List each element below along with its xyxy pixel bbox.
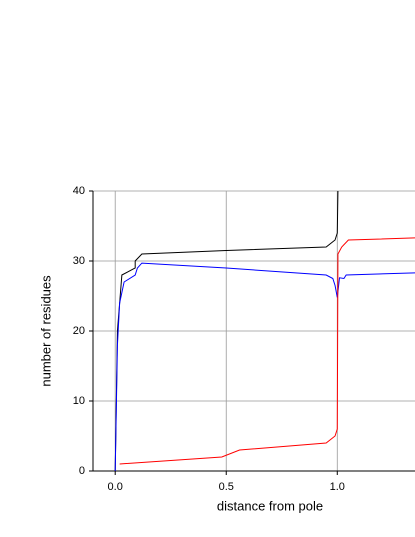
x-tick-label: 1.0: [330, 481, 345, 493]
y-tick-label: 10: [73, 395, 85, 407]
y-tick-label: 40: [73, 185, 85, 197]
y-tick-label: 0: [79, 465, 85, 477]
plot-area: [114, 191, 415, 471]
x-tick-label: 0.5: [219, 481, 234, 493]
series-line: [114, 191, 339, 471]
y-axis-title: number of residues: [38, 275, 53, 387]
y-tick-label: 20: [73, 325, 85, 337]
x-axis-title: distance from pole: [217, 498, 323, 513]
series-line: [114, 262, 415, 471]
x-tick-label: 0.0: [108, 481, 123, 493]
series-line: [119, 237, 415, 465]
y-tick-label: 30: [73, 255, 85, 267]
